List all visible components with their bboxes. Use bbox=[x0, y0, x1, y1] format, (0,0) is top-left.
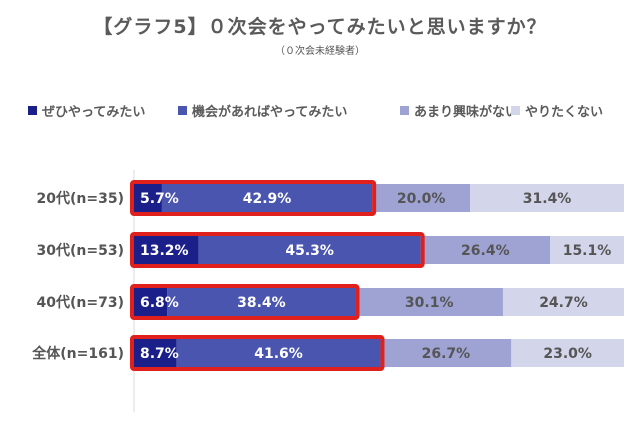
data-label: 5.7% bbox=[140, 191, 179, 207]
legend-swatch bbox=[178, 106, 187, 115]
data-label: 30.1% bbox=[405, 295, 454, 311]
data-label: 8.7% bbox=[140, 346, 179, 362]
bar-segment bbox=[502, 288, 624, 316]
category-label: 全体(n=161) bbox=[31, 345, 124, 362]
data-label: 41.6% bbox=[254, 346, 303, 362]
highlight-frame bbox=[130, 180, 377, 216]
data-label: 26.7% bbox=[422, 346, 471, 362]
chart-subtitle: （０次会未経験者） bbox=[275, 46, 365, 57]
legend-item: やりたくない bbox=[511, 101, 603, 120]
legend-label: やりたくない bbox=[525, 105, 604, 120]
category-label: 30代(n=53) bbox=[37, 242, 124, 259]
highlight-frame bbox=[130, 232, 425, 268]
legend-item: 機会があればやってみたい bbox=[178, 101, 347, 120]
data-label: 20.0% bbox=[397, 191, 446, 207]
data-label: 24.7% bbox=[539, 295, 588, 311]
legend-swatch bbox=[28, 106, 37, 115]
bar-segment bbox=[167, 288, 356, 316]
data-label: 26.4% bbox=[461, 243, 510, 259]
bar-segment bbox=[134, 184, 162, 212]
bar-segment bbox=[161, 184, 373, 212]
highlight-frame bbox=[130, 335, 385, 371]
data-label: 42.9% bbox=[243, 191, 292, 207]
category-label: 20代(n=35) bbox=[37, 190, 124, 207]
chart-legend: ぜひやってみたい 機会があればやってみたい あまり興味がない やりたくない bbox=[28, 101, 628, 121]
data-label: 31.4% bbox=[523, 191, 572, 207]
chart-title: 【グラフ5】０次会をやってみたいと思いますか？ bbox=[93, 16, 547, 38]
bar-segment bbox=[355, 288, 503, 316]
data-label: 15.1% bbox=[563, 243, 612, 259]
bar-segment bbox=[134, 236, 199, 264]
bar-segment bbox=[420, 236, 551, 264]
legend-label: ぜひやってみたい bbox=[42, 105, 146, 120]
category-label: 40代(n=73) bbox=[37, 294, 124, 311]
legend-swatch bbox=[511, 106, 520, 115]
legend-label: あまり興味がない bbox=[414, 105, 519, 120]
bar-segment bbox=[134, 288, 168, 316]
data-label: 23.0% bbox=[543, 346, 592, 362]
bar-segment bbox=[380, 339, 512, 367]
legend-item: ぜひやってみたい bbox=[28, 101, 145, 120]
data-label: 45.3% bbox=[285, 243, 334, 259]
bar-segment bbox=[470, 184, 624, 212]
bar-segment bbox=[176, 339, 381, 367]
legend-item: あまり興味がない bbox=[400, 101, 518, 120]
bar-segment bbox=[198, 236, 421, 264]
bar-segment bbox=[372, 184, 471, 212]
data-label: 38.4% bbox=[237, 295, 286, 311]
data-label: 6.8% bbox=[140, 295, 179, 311]
bar-segment bbox=[550, 236, 624, 264]
highlight-frame bbox=[130, 284, 360, 320]
bar-segment bbox=[134, 339, 177, 367]
data-label: 13.2% bbox=[140, 243, 189, 259]
bar-segment bbox=[511, 339, 624, 367]
legend-swatch bbox=[400, 106, 409, 115]
legend-label: 機会があればやってみたい bbox=[192, 105, 348, 120]
